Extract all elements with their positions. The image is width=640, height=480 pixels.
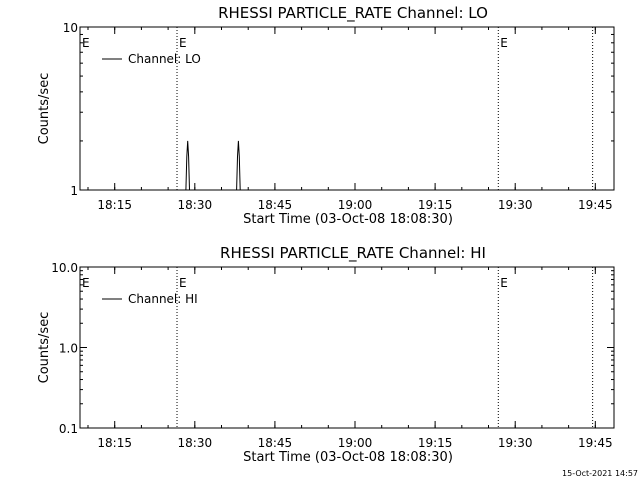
x-tick-label: 18:15 xyxy=(97,198,132,212)
x-axis-label: Start Time (03-Oct-08 18:08:30) xyxy=(243,450,453,465)
event-marker-label: E xyxy=(82,276,90,290)
event-marker-label: E xyxy=(500,36,508,50)
y-tick-label: 1.0 xyxy=(59,342,78,356)
x-tick-label: 19:45 xyxy=(578,198,613,212)
footer-timestamp: 15-Oct-2021 14:57 xyxy=(562,469,638,478)
x-tick-label: 19:15 xyxy=(418,198,453,212)
event-marker-label: E xyxy=(179,36,187,50)
y-tick-label: 1 xyxy=(70,184,78,198)
x-tick-label: 18:30 xyxy=(178,436,213,450)
event-marker-label: E xyxy=(500,276,508,290)
x-tick-label: 19:00 xyxy=(338,436,373,450)
chart-title: RHESSI PARTICLE_RATE Channel: HI xyxy=(220,244,486,263)
x-tick-label: 19:00 xyxy=(338,198,373,212)
chart-title: RHESSI PARTICLE_RATE Channel: LO xyxy=(218,4,488,23)
y-tick-label: 10 xyxy=(63,21,78,35)
x-axis-label: Start Time (03-Oct-08 18:08:30) xyxy=(243,212,453,227)
y-tick-label: 10.0 xyxy=(51,261,78,275)
y-axis-label: Counts/sec xyxy=(37,73,52,145)
chart-panel-1: RHESSI PARTICLE_RATE Channel: LO 1 10 18:15… xyxy=(37,4,615,227)
data-series-line xyxy=(185,140,241,191)
x-tick-label: 18:45 xyxy=(258,198,293,212)
x-tick-label: 19:15 xyxy=(418,436,453,450)
event-marker-label: E xyxy=(179,276,187,290)
legend-entry: Channel: LO xyxy=(128,52,201,66)
x-tick-label: 19:30 xyxy=(498,436,533,450)
x-tick-label: 18:45 xyxy=(258,436,293,450)
plot-frame xyxy=(79,26,615,191)
event-marker-label: E xyxy=(82,36,90,50)
legend: Channel: HI xyxy=(102,292,198,306)
chart-panel-2: RHESSI PARTICLE_RATE Channel: HI 0.1 1.0 10… xyxy=(37,244,615,465)
legend: Channel: LO xyxy=(102,52,201,66)
y-tick-label: 0.1 xyxy=(59,422,78,436)
x-tick-label: 18:30 xyxy=(178,198,213,212)
x-tick-label: 19:30 xyxy=(498,198,533,212)
legend-entry: Channel: HI xyxy=(128,292,198,306)
y-axis-label: Counts/sec xyxy=(37,312,52,384)
x-tick-label: 18:15 xyxy=(97,436,132,450)
x-tick-label: 19:45 xyxy=(578,436,613,450)
